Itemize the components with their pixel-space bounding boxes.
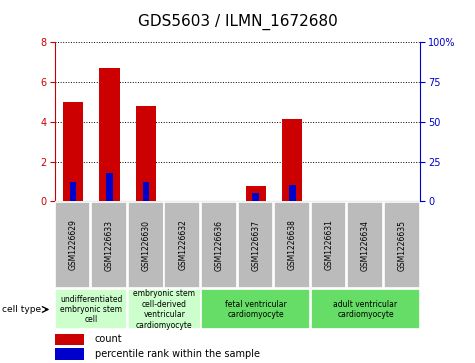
Bar xyxy=(289,185,295,201)
Bar xyxy=(246,187,266,201)
Bar xyxy=(55,348,84,360)
Text: GSM1226637: GSM1226637 xyxy=(251,220,260,270)
Bar xyxy=(91,202,127,288)
Text: percentile rank within the sample: percentile rank within the sample xyxy=(95,349,260,359)
Text: GSM1226630: GSM1226630 xyxy=(142,220,151,270)
Bar xyxy=(106,173,113,201)
Bar xyxy=(201,289,310,330)
Bar xyxy=(282,119,303,201)
Bar xyxy=(128,202,163,288)
Text: undifferentiated
embryonic stem
cell: undifferentiated embryonic stem cell xyxy=(60,294,123,325)
Bar xyxy=(384,202,419,288)
Bar xyxy=(136,106,156,201)
Bar xyxy=(55,289,127,330)
Text: GDS5603 / ILMN_1672680: GDS5603 / ILMN_1672680 xyxy=(138,14,337,30)
Bar xyxy=(99,68,120,201)
Bar xyxy=(238,202,273,288)
Text: GSM1226635: GSM1226635 xyxy=(398,220,407,270)
Bar xyxy=(311,202,346,288)
Bar xyxy=(55,334,84,345)
Text: GSM1226633: GSM1226633 xyxy=(105,220,114,270)
Text: GSM1226638: GSM1226638 xyxy=(288,220,297,270)
Bar xyxy=(143,182,149,201)
Bar xyxy=(311,289,420,330)
Text: count: count xyxy=(95,334,123,344)
Bar xyxy=(347,202,383,288)
Bar xyxy=(128,289,200,330)
Text: GSM1226629: GSM1226629 xyxy=(68,220,77,270)
Text: GSM1226634: GSM1226634 xyxy=(361,220,370,270)
Bar xyxy=(70,182,76,201)
Bar xyxy=(164,202,200,288)
Bar xyxy=(274,202,310,288)
Text: GSM1226632: GSM1226632 xyxy=(178,220,187,270)
Text: GSM1226631: GSM1226631 xyxy=(324,220,333,270)
Bar xyxy=(253,193,259,201)
Text: GSM1226636: GSM1226636 xyxy=(215,220,224,270)
Text: adult ventricular
cardiomyocyte: adult ventricular cardiomyocyte xyxy=(333,300,398,319)
Text: cell type: cell type xyxy=(2,305,41,314)
Bar xyxy=(201,202,237,288)
Text: fetal ventricular
cardiomyocyte: fetal ventricular cardiomyocyte xyxy=(225,300,287,319)
Bar xyxy=(55,202,90,288)
Text: embryonic stem
cell-derived
ventricular
cardiomyocyte: embryonic stem cell-derived ventricular … xyxy=(133,289,195,330)
Bar xyxy=(63,102,83,201)
